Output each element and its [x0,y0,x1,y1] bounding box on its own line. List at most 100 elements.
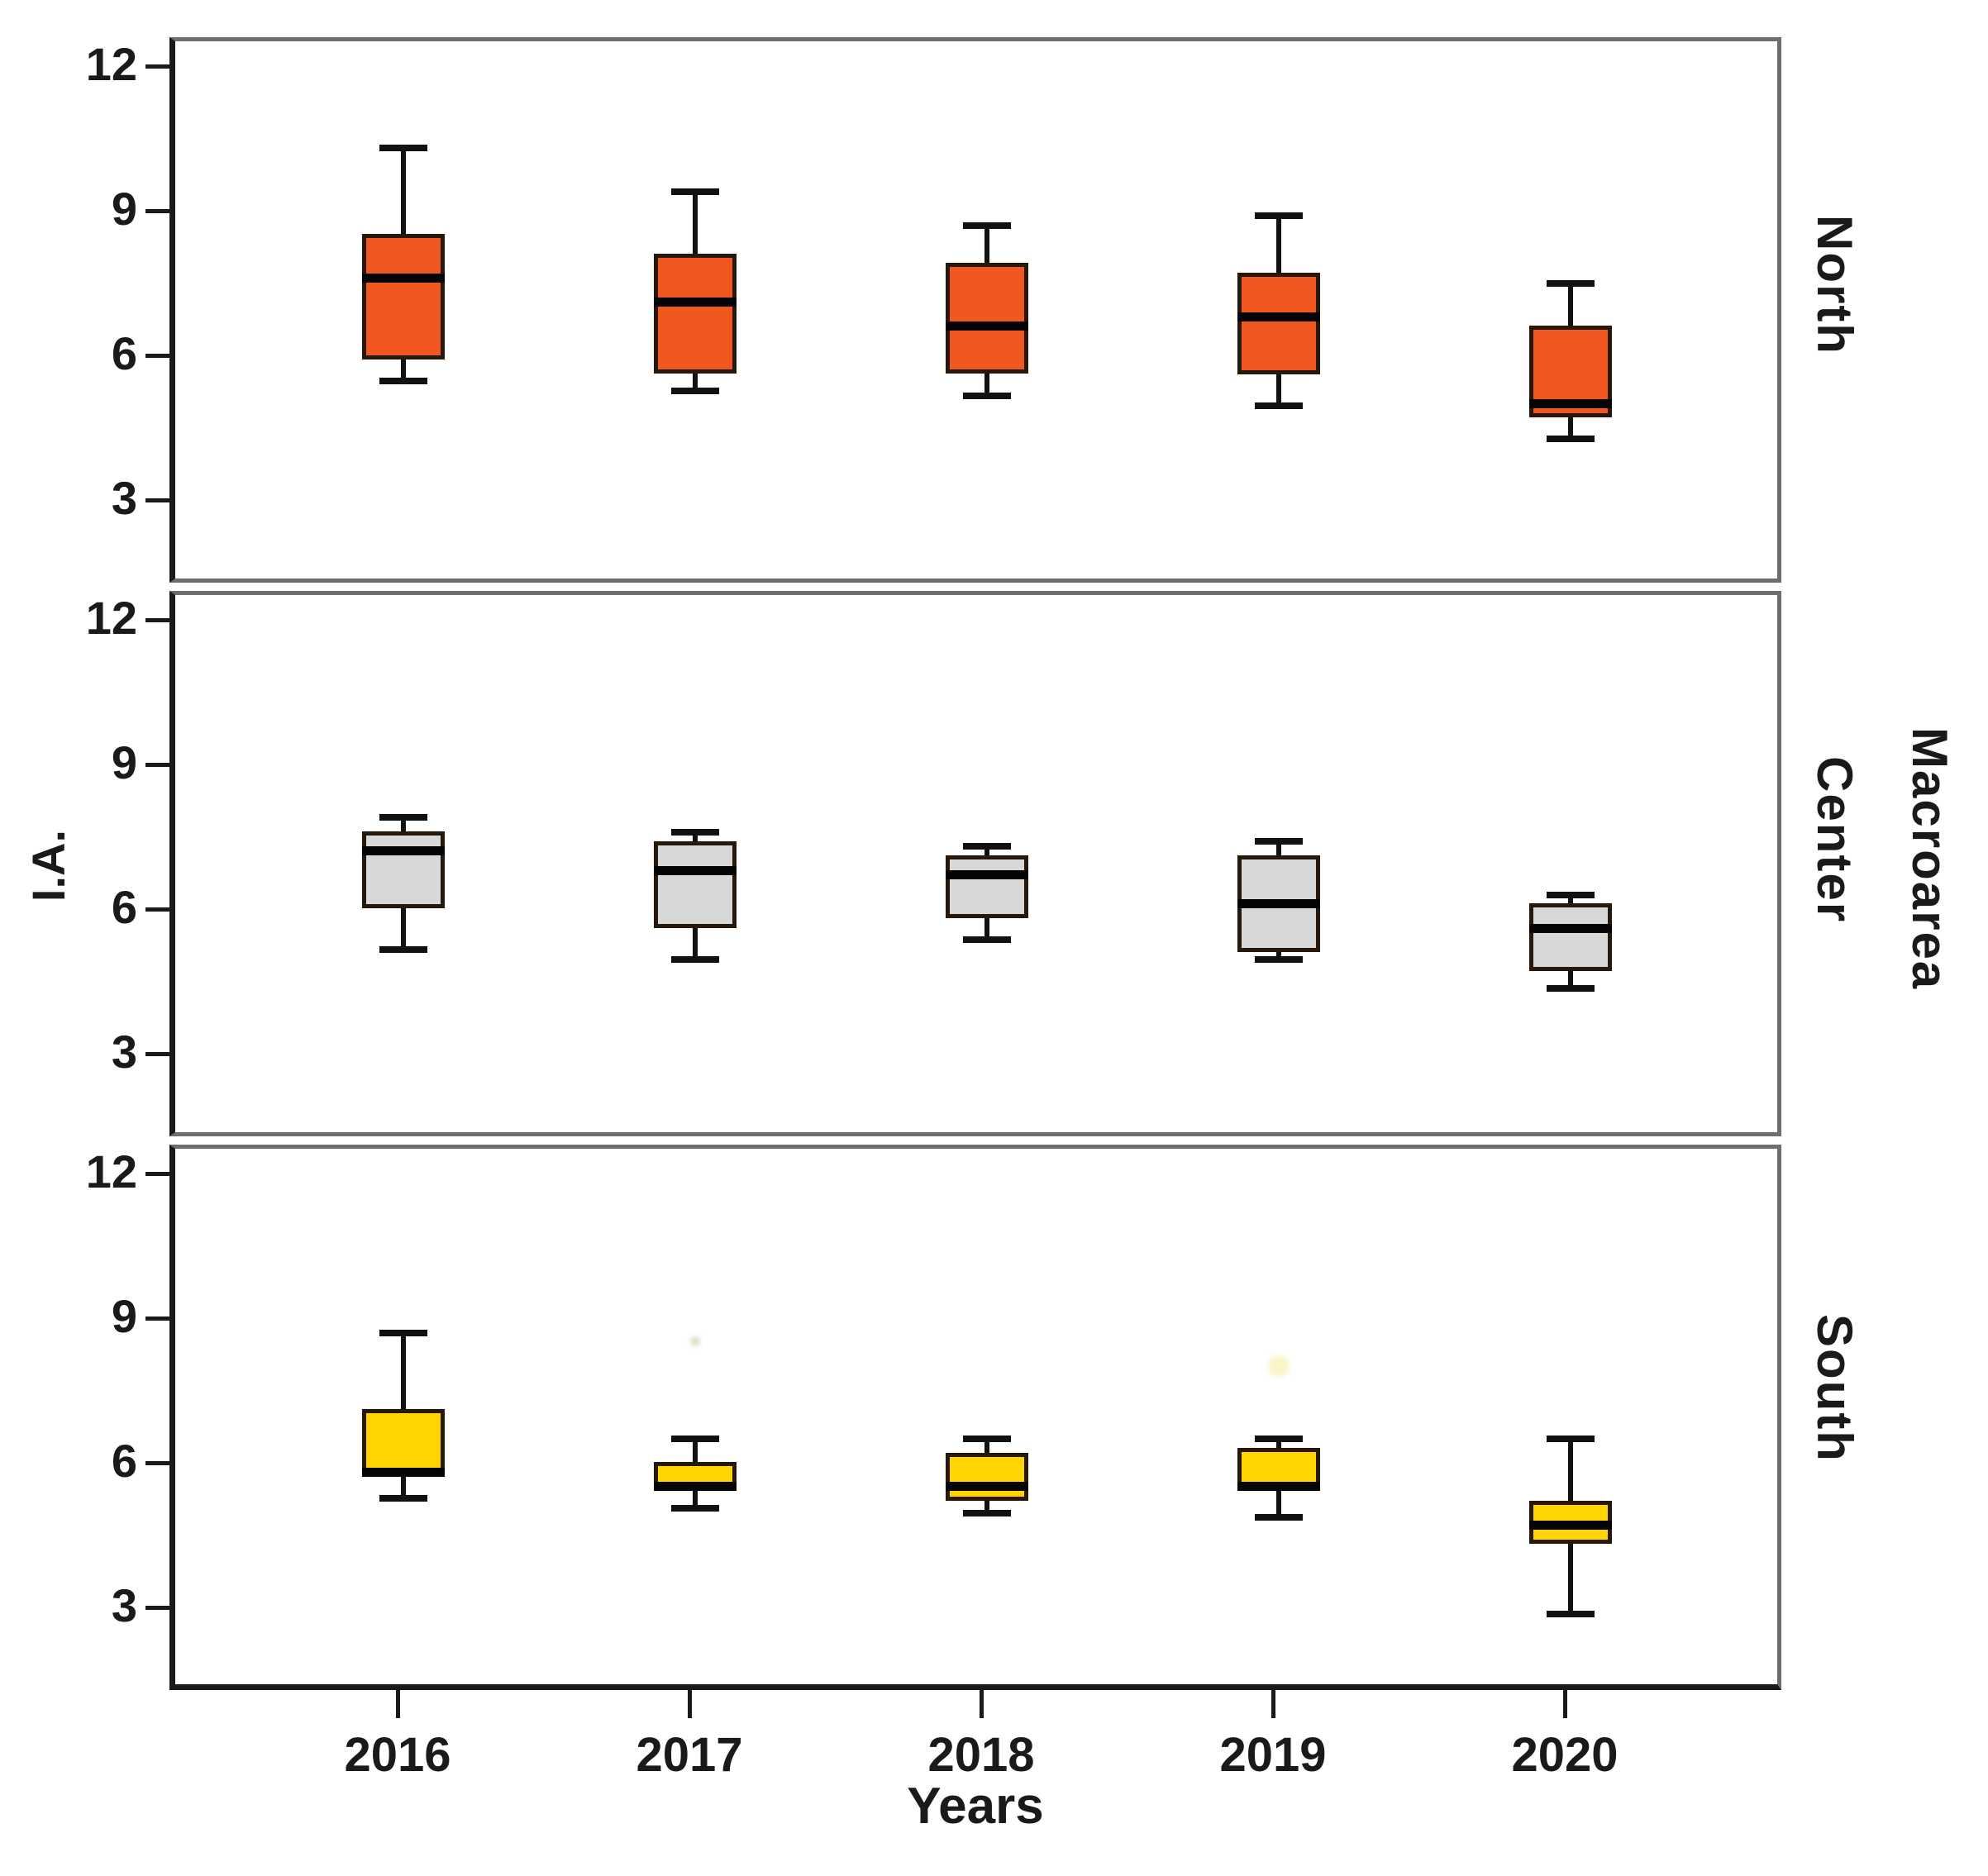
y-tick-mark [145,1606,170,1610]
boxplot-box [946,1452,1028,1501]
boxplot-box [946,855,1028,918]
whisker-cap-low [963,936,1011,944]
panel-north: 12 9 6 3 [86,37,1781,583]
panel-label-center: Center [1807,756,1862,924]
boxplot-median [362,1467,445,1477]
y-tick-label: 3 [111,1579,137,1631]
y-tick-mark [145,209,170,213]
whisker-cap-high [1547,891,1595,898]
boxplot-median [946,870,1028,880]
boxplot-box [362,831,445,909]
y-tick-label: 6 [111,327,137,379]
x-tick-mark [396,1690,400,1718]
whisker-cap-high [379,814,427,821]
boxplot-box [946,263,1028,374]
panel-south: 12 9 6 3 [86,1145,1781,1690]
whisker-cap-low [1255,1514,1303,1521]
boxplot-median [1237,899,1320,909]
boxplot-median [1529,398,1612,408]
y-axis-title: I.A. [22,829,75,902]
boxplot-median [946,321,1028,331]
x-tick-label: 2018 [927,1728,1035,1782]
x-tick-label: 2017 [636,1728,743,1782]
whisker-cap-high [671,1435,719,1442]
y-tick-label: 9 [111,736,137,788]
whisker-cap-low [379,1495,427,1502]
x-tick-label: 2019 [1219,1728,1327,1782]
whisker-cap-high [963,1435,1011,1442]
whisker-cap-low [963,392,1011,399]
whisker-cap-high [379,145,427,152]
x-tick-label: 2016 [344,1728,451,1782]
whisker-cap-low [671,388,719,394]
whisker-cap-high [1255,838,1303,845]
y-tick-mark [145,1461,170,1465]
boxplot-median [1529,923,1612,933]
panel-center: 12 9 6 3 [86,591,1781,1136]
whisker-cap-high [379,1329,427,1336]
boxplot-median [946,1482,1028,1492]
x-axis-title: Years [907,1778,1044,1835]
boxplot-median [362,846,445,856]
y-tick-mark [145,498,170,502]
whisker-cap-low [671,1504,719,1512]
y-tick-label: 12 [85,38,137,90]
boxplot-median [1237,1482,1320,1492]
y-tick-mark [145,1172,170,1176]
y-tick-mark [145,907,170,912]
whisker-cap-high [1255,212,1303,219]
x-tick-mark [980,1690,984,1718]
boxplot-box [362,1409,445,1477]
boxplot-median [654,865,737,875]
x-tick-mark [688,1690,692,1718]
whisker-cap-high [671,188,719,195]
whisker-cap-high [1255,1435,1303,1442]
whisker-cap-low [379,378,427,385]
whisker-cap-low [1547,1611,1595,1617]
y-tick-label: 12 [85,592,137,644]
whisker-cap-low [963,1509,1011,1517]
whisker-cap-low [1255,955,1303,963]
whisker-cap-high [963,221,1011,229]
boxplot-median [654,298,737,307]
panel-label-south: South [1807,1314,1862,1463]
y-tick-mark [145,64,170,69]
y-tick-label: 6 [111,881,137,933]
boxplot-median [1237,312,1320,321]
whisker-cap-high [1547,279,1595,287]
x-tick-mark [1563,1690,1567,1718]
whisker-cap-low [1547,436,1595,443]
boxplot-median [654,1482,737,1492]
whisker-cap-high [671,828,719,836]
y-tick-label: 12 [85,1145,137,1197]
y-tick-mark [145,618,170,622]
whisker-cap-high [1547,1435,1595,1442]
panel-group-label: Macroarea [1902,727,1957,991]
x-tick-label: 2020 [1511,1728,1619,1782]
panel-label-north: North [1807,215,1862,355]
y-tick-label: 9 [111,183,137,235]
whisker-cap-low [379,945,427,953]
boxplot-median [362,273,445,283]
y-tick-label: 9 [111,1290,137,1342]
whisker-cap-low [1255,402,1303,409]
x-tick-mark [1271,1690,1275,1718]
boxplot-box [654,253,737,374]
y-tick-mark [145,1052,170,1056]
whisker-cap-low [671,955,719,963]
y-tick-label: 3 [111,1026,137,1078]
boxplot-box [1529,903,1612,971]
y-tick-mark [145,354,170,358]
y-tick-mark [145,1317,170,1321]
boxplot-box [654,840,737,928]
y-tick-mark [145,763,170,767]
boxplot-median [1529,1521,1612,1530]
y-tick-label: 6 [111,1435,137,1487]
y-tick-label: 3 [111,472,137,524]
boxplot-box [1237,273,1320,374]
boxplot-box [362,234,445,359]
whisker-cap-low [1547,984,1595,992]
outlier-dot [690,1336,700,1347]
whisker-cap-high [963,843,1011,850]
